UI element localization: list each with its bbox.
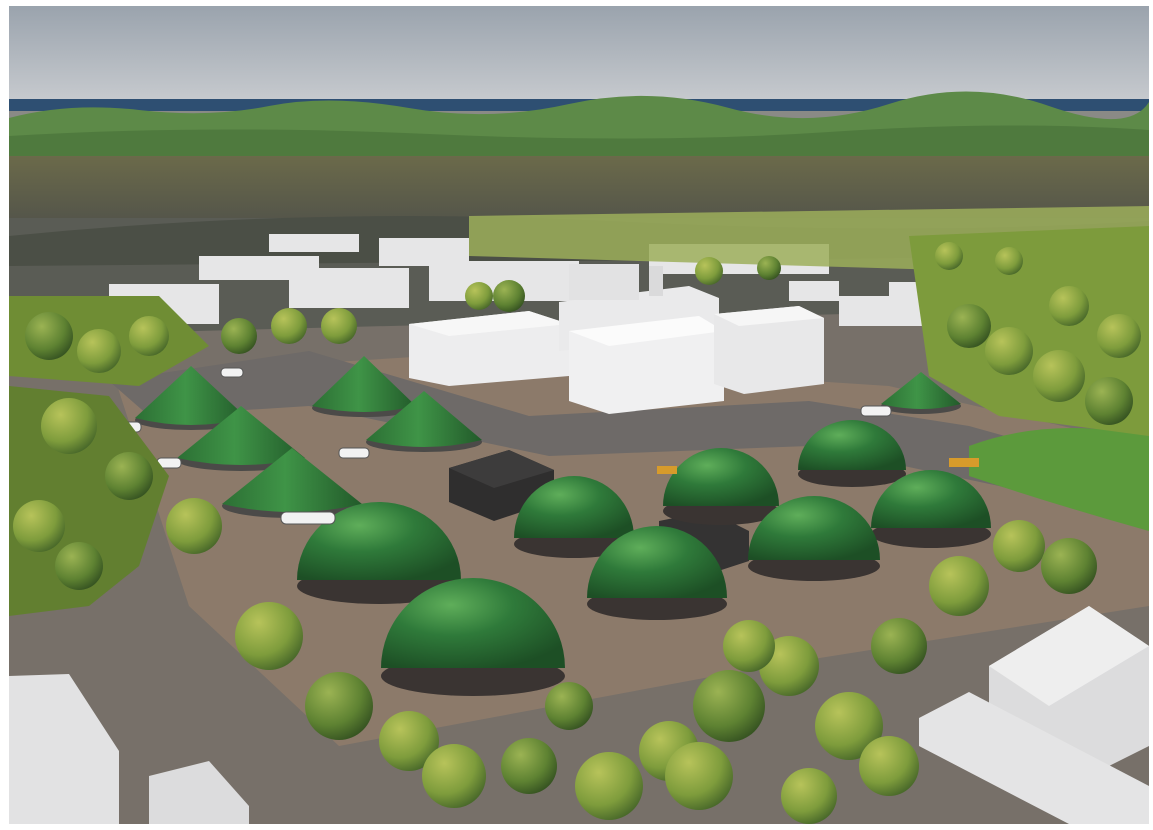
domes	[297, 420, 991, 696]
tree	[1041, 538, 1097, 594]
dome	[798, 420, 906, 487]
tree	[77, 329, 121, 373]
lawn	[969, 428, 1149, 531]
tree	[1033, 350, 1085, 402]
tanker-truck	[220, 367, 244, 378]
tanker-truck	[860, 405, 892, 417]
sky	[9, 6, 1149, 106]
tree	[723, 620, 775, 672]
cone-tanks	[135, 356, 961, 518]
tree	[995, 247, 1023, 275]
tree	[929, 556, 989, 616]
biogas-plant-scene	[9, 6, 1149, 824]
main-process-buildings	[409, 264, 824, 414]
tree	[695, 257, 723, 285]
tree	[545, 682, 593, 730]
tree	[271, 308, 307, 344]
tree	[55, 542, 103, 590]
tree	[757, 256, 781, 280]
trees	[13, 242, 1141, 824]
forest-background	[9, 206, 1149, 616]
tree	[422, 744, 486, 808]
field	[9, 156, 1149, 218]
dome	[587, 526, 727, 620]
tanker-truck	[280, 511, 336, 525]
tree	[575, 752, 643, 820]
tree	[493, 280, 525, 312]
tree	[1049, 286, 1089, 326]
dome	[381, 578, 565, 696]
dome	[871, 470, 991, 548]
tree	[321, 308, 357, 344]
tree	[665, 742, 733, 810]
tree	[465, 282, 493, 310]
tree	[25, 312, 73, 360]
dome	[663, 448, 779, 525]
tree	[993, 520, 1045, 572]
cone-tank	[881, 372, 961, 414]
tree	[935, 242, 963, 270]
tree	[693, 670, 765, 742]
tree	[501, 738, 557, 794]
tree	[41, 398, 97, 454]
tree	[129, 316, 169, 356]
tanker-truck	[338, 447, 370, 459]
tree	[379, 711, 439, 771]
tree	[235, 602, 303, 670]
loader-vehicle	[949, 458, 979, 467]
tree	[815, 692, 883, 760]
tree	[166, 498, 222, 554]
tree	[985, 327, 1033, 375]
tree	[221, 318, 257, 354]
tree	[947, 304, 991, 348]
tree	[305, 672, 373, 740]
cone-tank	[312, 356, 416, 417]
tree	[105, 452, 153, 500]
tree	[871, 618, 927, 674]
dome	[748, 496, 880, 581]
foreground-sheds	[9, 606, 1149, 824]
tree	[1097, 314, 1141, 358]
render-image	[9, 6, 1149, 824]
tree	[13, 500, 65, 552]
cone-tank	[366, 391, 482, 452]
loader-vehicle	[657, 466, 677, 474]
tree	[1085, 377, 1133, 425]
tree	[781, 768, 837, 824]
tree	[859, 736, 919, 796]
